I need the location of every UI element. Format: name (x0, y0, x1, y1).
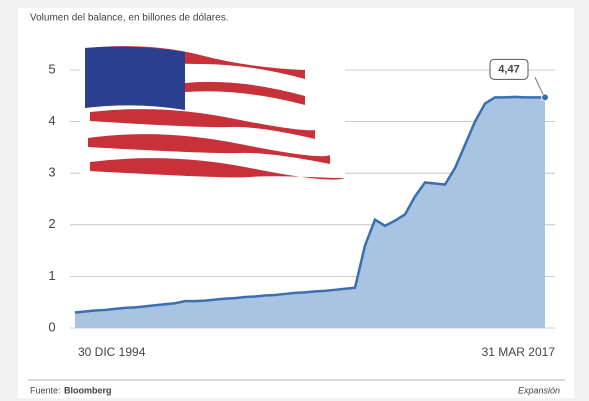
y-tick-label: 0 (48, 319, 55, 334)
y-tick-label: 4 (48, 113, 55, 128)
y-tick-label: 1 (48, 268, 55, 283)
end-point (541, 93, 549, 102)
y-tick-label: 5 (48, 61, 55, 76)
source-label: Fuente: (30, 385, 61, 395)
y-tick-label: 3 (48, 165, 55, 180)
publisher: Expansión (518, 385, 560, 395)
line (74, 95, 545, 314)
chart-title: Volumen del balance, en billones de dóla… (30, 13, 228, 24)
label-leader (534, 77, 544, 95)
x-tick-label: 30 DIC 1994 (78, 345, 146, 359)
value-label: 4,47 (498, 63, 519, 75)
y-tick-label: 2 (48, 216, 55, 231)
flag-image (80, 45, 345, 180)
label-box (489, 58, 529, 80)
area (75, 96, 545, 328)
flag-canton (85, 46, 185, 110)
x-tick-label: 31 MAR 2017 (482, 345, 556, 359)
source: Bloomberg (64, 385, 112, 395)
